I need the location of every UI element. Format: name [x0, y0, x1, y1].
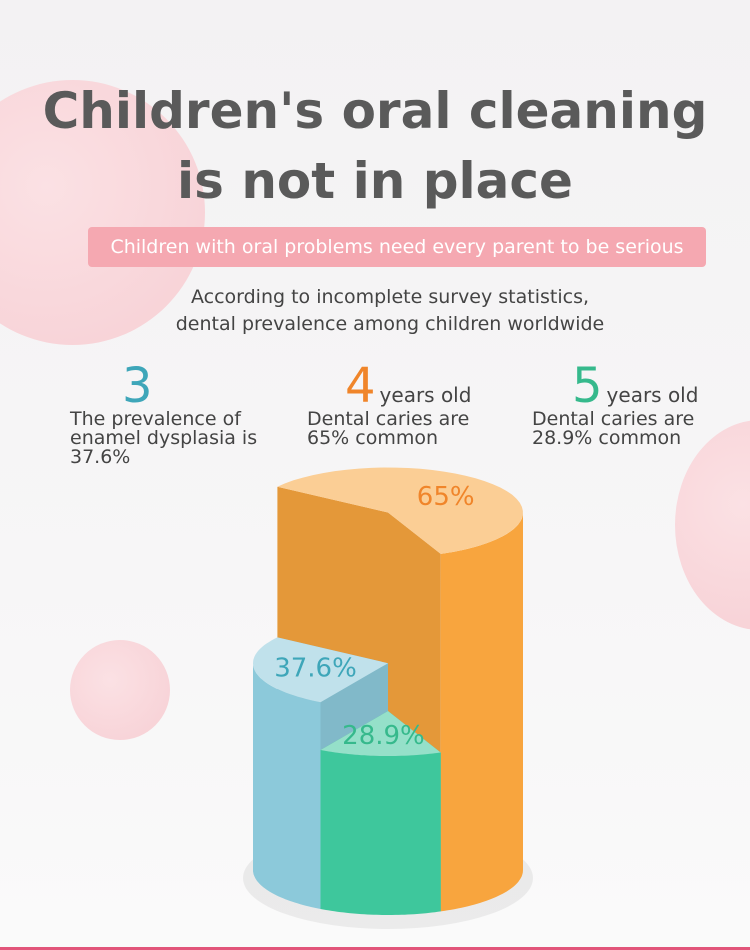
note-line: According to incomplete survey statistic… [190, 286, 590, 308]
top-face [277, 467, 523, 554]
stat-line: The prevalence of [70, 408, 241, 430]
title: Children's oral cleaning is not in place [0, 76, 750, 216]
stat-head: 3 [122, 362, 257, 410]
top-face [320, 711, 441, 756]
decor-circle [70, 640, 170, 740]
side-wall [253, 663, 321, 909]
value-label: 28.9% [342, 721, 425, 751]
value-label: 65% [417, 482, 475, 512]
stat: 4 years old Dental caries are 65% common [307, 362, 471, 448]
stat: 3 The prevalence of enamel dysplasia is 37.… [70, 362, 257, 467]
age: 5 [572, 358, 603, 414]
decor-circle [0, 80, 205, 345]
side-wall [320, 750, 441, 915]
value-label: 37.6% [274, 654, 357, 684]
stat-head: 4 years old [345, 362, 471, 410]
banner: Children with oral problems need every p… [88, 227, 706, 267]
age: 3 [122, 358, 153, 414]
stat-line: 37.6% [70, 446, 131, 468]
stat-line: enamel dysplasia is [70, 427, 258, 449]
side-wall [440, 512, 523, 912]
unit: years old [379, 383, 472, 407]
stat-line: 65% common [307, 427, 439, 449]
top-face [253, 637, 388, 703]
stat: 5 years old Dental caries are 28.9% common [532, 362, 698, 448]
note: According to incomplete survey statistic… [0, 284, 750, 338]
title-line: is not in place [177, 152, 573, 210]
title-line: Children's oral cleaning [42, 82, 708, 140]
bottom-line [0, 947, 750, 950]
unit: years old [606, 383, 699, 407]
note-line: dental prevalence among children worldwi… [175, 313, 605, 335]
stat-line: Dental caries are [307, 408, 470, 430]
stat-line: 28.9% common [532, 427, 682, 449]
age: 4 [345, 358, 376, 414]
stat-line: Dental caries are [532, 408, 695, 430]
stat-head: 5 years old [572, 362, 698, 410]
